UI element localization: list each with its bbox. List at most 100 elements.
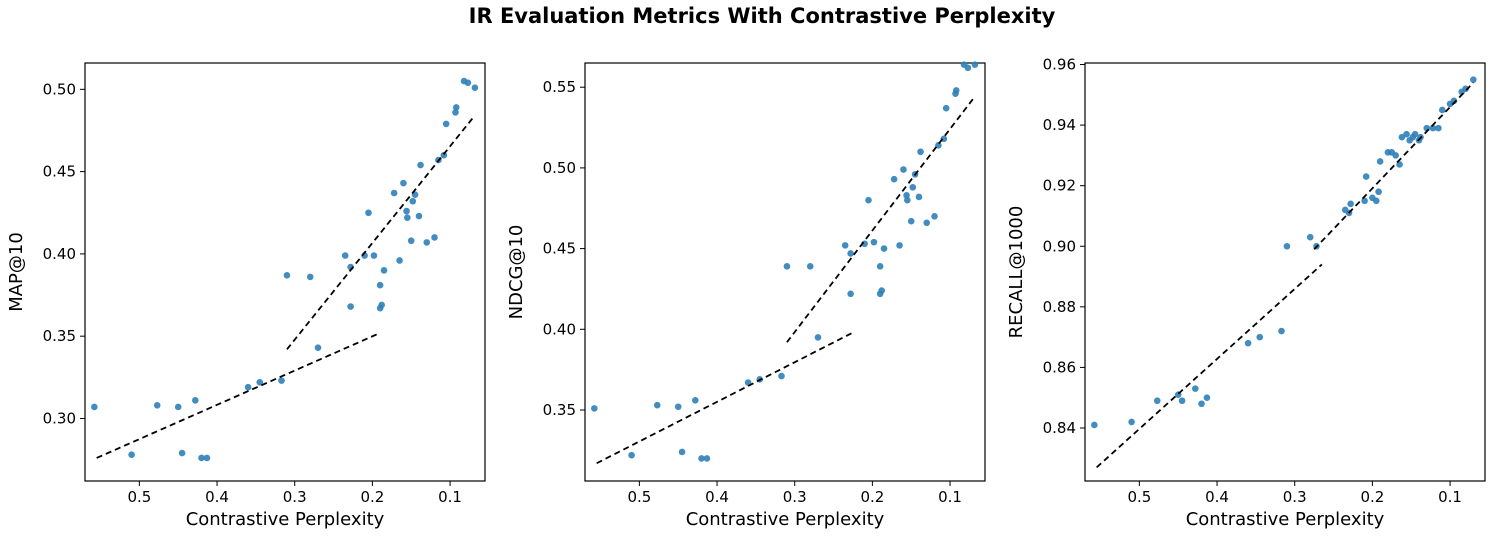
- ndcg-at-10-y-tick-label: 0.45: [543, 240, 576, 258]
- ndcg-at-10-data-point: [942, 104, 950, 112]
- ndcg-at-10-data-point: [952, 87, 960, 94]
- ndcg-at-10-data-point: [896, 242, 903, 249]
- ndcg-at-10-y-tick-label: 0.55: [543, 78, 576, 96]
- recall-at-1000-data-point: [1283, 242, 1291, 250]
- ndcg-at-10-x-tick-label: 0.1: [938, 488, 962, 506]
- map-at-10-data-point: [370, 252, 378, 259]
- ndcg-at-10-data-point: [931, 213, 938, 220]
- map-at-10-data-point: [306, 273, 314, 281]
- recall-at-1000-data-point: [1306, 233, 1314, 241]
- map-at-10-data-point: [203, 454, 211, 462]
- map-at-10-data-point: [452, 104, 460, 111]
- recall-at-1000-data-point: [1398, 133, 1406, 141]
- recall-at-1000-y-tick-label: 0.84: [1043, 419, 1076, 437]
- map-at-10-data-point: [464, 79, 472, 87]
- recall-at-1000-plot-frame: [1084, 62, 1486, 482]
- map-at-10-data-point: [278, 377, 285, 384]
- map-at-10-data-point: [198, 454, 205, 462]
- map-at-10-data-point: [440, 151, 448, 159]
- recall-at-1000-data-point: [1403, 130, 1410, 138]
- ndcg-at-10-data-point: [698, 455, 705, 462]
- map-at-10-y-axis-title: MAP@10: [6, 232, 27, 312]
- ndcg-at-10-data-point: [847, 250, 854, 257]
- map-at-10-data-point: [423, 239, 431, 246]
- recall-at-1000-data-point: [1178, 397, 1186, 405]
- recall-at-1000-data-point: [1153, 397, 1161, 405]
- ndcg-at-10-data-point: [778, 372, 785, 380]
- figure-title: IR Evaluation Metrics With Contrastive P…: [468, 4, 1056, 28]
- map-at-10-y-tick-label: 0.35: [43, 327, 76, 345]
- recall-at-1000-y-tick-label: 0.94: [1043, 116, 1076, 134]
- ndcg-at-10-data-point: [876, 263, 884, 270]
- recall-at-1000-data-point: [1278, 327, 1285, 335]
- map-at-10-data-point: [191, 397, 199, 404]
- ndcg-at-10-data-point: [935, 142, 942, 149]
- ndcg-at-10-data-point: [923, 219, 931, 227]
- map-at-10-data-point: [409, 197, 417, 205]
- ndcg-at-10-y-tick-label: 0.35: [543, 401, 576, 419]
- ndcg-at-10-x-axis-title: Contrastive Perplexity: [686, 509, 885, 530]
- map-at-10-data-point: [417, 161, 424, 169]
- recall-at-1000-y-axis-title: RECALL@1000: [1006, 206, 1027, 339]
- ndcg-at-10-y-tick-label: 0.50: [543, 159, 576, 177]
- ndcg-at-10-data-point: [653, 401, 661, 409]
- map-at-10-data-point: [314, 344, 322, 352]
- map-at-10-data-point: [128, 451, 135, 458]
- recall-at-1000-data-point: [1347, 200, 1354, 208]
- recall-at-1000-data-point: [1244, 339, 1252, 347]
- recall-at-1000-x-tick-label: 0.4: [1205, 488, 1229, 506]
- ndcg-at-10-data-point: [900, 166, 907, 173]
- map-at-10-data-point: [415, 212, 423, 220]
- ndcg-at-10-data-point: [806, 263, 814, 270]
- recall-at-1000-y-tick-label: 0.96: [1043, 56, 1076, 74]
- recall-at-1000-data-point: [1091, 421, 1098, 429]
- ndcg-at-10-data-point: [628, 451, 635, 459]
- map-at-10-trend-line: [96, 332, 381, 459]
- map-at-10-y-tick-label: 0.45: [43, 163, 76, 181]
- map-at-10-data-point: [283, 271, 291, 279]
- ndcg-at-10-data-point: [915, 193, 923, 201]
- recall-at-1000-data-point: [1429, 124, 1437, 132]
- ndcg-at-10-x-tick-label: 0.5: [627, 488, 651, 506]
- ndcg-at-10-data-point: [964, 64, 972, 72]
- map-at-10-x-tick-label: 0.1: [438, 488, 462, 506]
- ndcg-at-10-plot-frame: [584, 62, 986, 482]
- recall-at-1000-data-point: [1392, 152, 1399, 159]
- recall-at-1000-data-point: [1438, 106, 1446, 114]
- map-at-10-data-point: [376, 281, 384, 289]
- recall-at-1000-data-point: [1411, 130, 1419, 138]
- recall-at-1000-trend-line: [1096, 263, 1323, 469]
- ndcg-at-10-data-point: [783, 263, 791, 270]
- map-at-10-x-tick-label: 0.5: [127, 488, 151, 506]
- ndcg-at-10-trend-line: [596, 331, 854, 465]
- ndcg-at-10-data-point: [591, 405, 598, 412]
- ndcg-at-10-data-point: [691, 397, 699, 404]
- recall-at-1000-y-tick-label: 0.90: [1043, 237, 1076, 255]
- ndcg-at-10-data-point: [814, 334, 822, 341]
- ndcg-at-10-data-point: [847, 290, 854, 298]
- ndcg-at-10-data-point: [703, 455, 711, 462]
- ndcg-at-10-x-tick-label: 0.2: [860, 488, 884, 506]
- map-at-10-data-point: [403, 207, 410, 215]
- ndcg-at-10-data-point: [880, 245, 888, 252]
- map-at-10-data-point: [431, 234, 438, 241]
- map-at-10-data-point: [390, 189, 398, 197]
- map-at-10-data-point: [396, 257, 403, 264]
- map-at-10-x-tick-label: 0.4: [205, 488, 229, 506]
- recall-at-1000-data-point: [1375, 188, 1382, 196]
- ndcg-at-10-data-point: [971, 61, 979, 68]
- recall-at-1000-x-tick-label: 0.5: [1127, 488, 1151, 506]
- map-at-10-data-point: [452, 109, 459, 116]
- map-at-10-data-point: [153, 401, 161, 409]
- ndcg-at-10-data-point: [917, 148, 924, 156]
- map-at-10-x-axis-title: Contrastive Perplexity: [186, 509, 385, 530]
- recall-at-1000-data-point: [1256, 333, 1264, 341]
- recall-at-1000-data-point: [1191, 385, 1199, 392]
- recall-at-1000-trend-line: [1313, 82, 1475, 250]
- recall-at-1000-data-point: [1372, 197, 1380, 205]
- map-at-10-y-tick-label: 0.30: [43, 409, 76, 427]
- map-at-10-x-tick-label: 0.3: [283, 488, 307, 506]
- recall-at-1000-x-axis-title: Contrastive Perplexity: [1186, 509, 1385, 530]
- ndcg-at-10-data-point: [878, 287, 885, 294]
- ndcg-at-10-data-point: [841, 242, 849, 249]
